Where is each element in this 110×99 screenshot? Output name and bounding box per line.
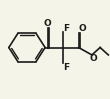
Text: O: O	[90, 54, 97, 63]
Text: O: O	[78, 24, 86, 33]
Text: F: F	[63, 24, 69, 33]
Text: F: F	[63, 63, 69, 72]
Text: O: O	[44, 19, 52, 28]
